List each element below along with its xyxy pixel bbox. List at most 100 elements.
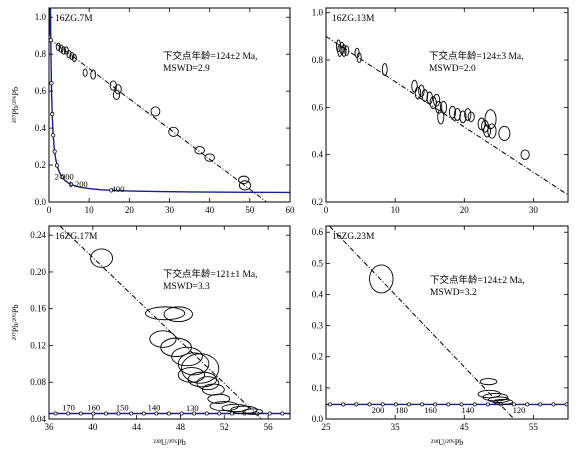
x-axis-label: ²³⁸U/²⁰⁶Pb [431,438,463,447]
x-tick-label: 50 [245,205,255,215]
data-ellipse [414,86,422,100]
data-ellipse [82,68,88,77]
sample-label: 16ZG.17M [55,232,98,242]
x-tick-label: 30 [529,205,539,215]
concordia-age-marker [433,402,438,407]
data-ellipse [242,408,264,415]
data-ellipse [381,63,388,76]
y-tick-label: 1.0 [35,12,47,22]
concordia-age-marker [53,411,58,416]
concordia-age-marker [341,402,346,407]
x-tick-label: 52 [220,422,229,432]
data-ellipse [177,352,210,376]
data-ellipse [221,403,249,413]
y-tick-label: 0.20 [30,267,46,277]
y-tick-label: 0.8 [35,49,47,59]
data-ellipse [487,123,497,139]
concordia-age-label: 150 [116,403,129,413]
plot-area [326,35,568,196]
concordia-age-label: 140 [462,405,475,415]
concordia-age-marker [154,411,159,416]
data-ellipse [483,124,492,138]
data-ellipse [356,52,362,63]
y-tick-label: 0.0 [35,197,47,207]
x-tick-label: 56 [264,422,274,432]
concordia-age-marker [551,402,556,407]
y-tick-label: 0.16 [30,304,46,314]
concordia-age-label: 130 [186,403,199,413]
concordia-age-marker [538,402,543,407]
age-annotation: MSWD=3.2 [430,288,477,298]
y-tick-label: 0.6 [35,86,47,96]
data-ellipse [112,89,121,100]
concordia-age-marker [66,411,71,416]
concordia-age-label: 160 [424,405,437,415]
concordia-age-marker [129,411,134,416]
data-ellipse [63,46,69,55]
concordia-age-marker [167,411,171,416]
data-ellipse [194,146,205,155]
data-ellipse [163,306,193,323]
x-tick-label: 20 [125,205,135,215]
data-ellipse [171,346,203,367]
x-tick-label: 40 [88,422,98,432]
data-ellipse [150,106,161,117]
data-ellipse [453,108,461,121]
data-ellipse [498,125,511,141]
concordia-age-marker [459,402,464,407]
concordia-age-marker [267,411,272,416]
concordia-age-label: 170 [62,403,75,413]
data-ellipse [181,353,220,384]
concordia-age-label: 140 [148,403,161,413]
x-tick-label: 36 [45,422,55,432]
x-tick-label: 0 [47,205,52,215]
data-ellipse [238,175,250,184]
x-tick-label: 10 [85,205,95,215]
data-ellipse [411,79,418,93]
data-ellipse [459,110,467,124]
x-axis-label: ²³⁸U/²⁰⁶Pb [153,438,185,447]
x-tick-label: 20 [460,205,470,215]
axes-frame [325,225,569,420]
concordia-age-marker [512,402,517,407]
data-ellipse [149,330,177,348]
plot-area [49,8,290,202]
data-ellipse [55,42,61,51]
data-ellipse [71,53,77,63]
y-axis-label: ²⁰⁷Pb/²⁰⁶Pb [11,305,20,341]
concordia-age-marker [204,411,209,416]
age-annotation: MSWD=3.3 [163,282,210,292]
discordia-line [329,226,515,419]
x-tick-label: 60 [286,205,296,215]
data-ellipse [90,69,97,80]
x-tick-label: 40 [205,205,215,215]
concordia-age-marker [104,411,108,416]
concordia-age-marker [52,149,57,154]
data-ellipse [238,180,252,191]
y-tick-label: 0.0 [312,414,324,424]
concordia-age-marker [49,38,53,43]
data-ellipse [69,51,75,61]
data-ellipse [58,44,64,53]
y-tick-label: 0.8 [312,55,324,65]
data-ellipse [429,96,437,109]
data-ellipse [335,39,341,53]
concordia-age-label: 1 200 [69,179,88,189]
y-tick-label: 0.4 [35,123,47,133]
concordia-age-marker [51,133,56,138]
concordia-age-marker [354,402,359,407]
axes-frame [48,225,291,420]
concordia-age-marker [367,402,372,407]
data-ellipse [114,84,122,95]
concordia-age-marker [420,402,425,407]
data-ellipse [464,108,472,121]
data-ellipse [341,44,347,57]
data-ellipse [482,393,509,402]
data-ellipse [144,306,186,321]
concordia-age-label: 2 000 [55,171,74,181]
age-annotation: 下交点年龄=124±2 Ma, [430,274,525,286]
y-tick-label: 0.04 [30,414,46,424]
concordia-age-marker [54,163,60,168]
chart-panel-top-left: 0 10 20 30 40 50 60 0.0 0.2 0.4 0.6 0.8 1.0 16ZG.7M 下交… [11,7,296,215]
plot-area [326,226,568,419]
